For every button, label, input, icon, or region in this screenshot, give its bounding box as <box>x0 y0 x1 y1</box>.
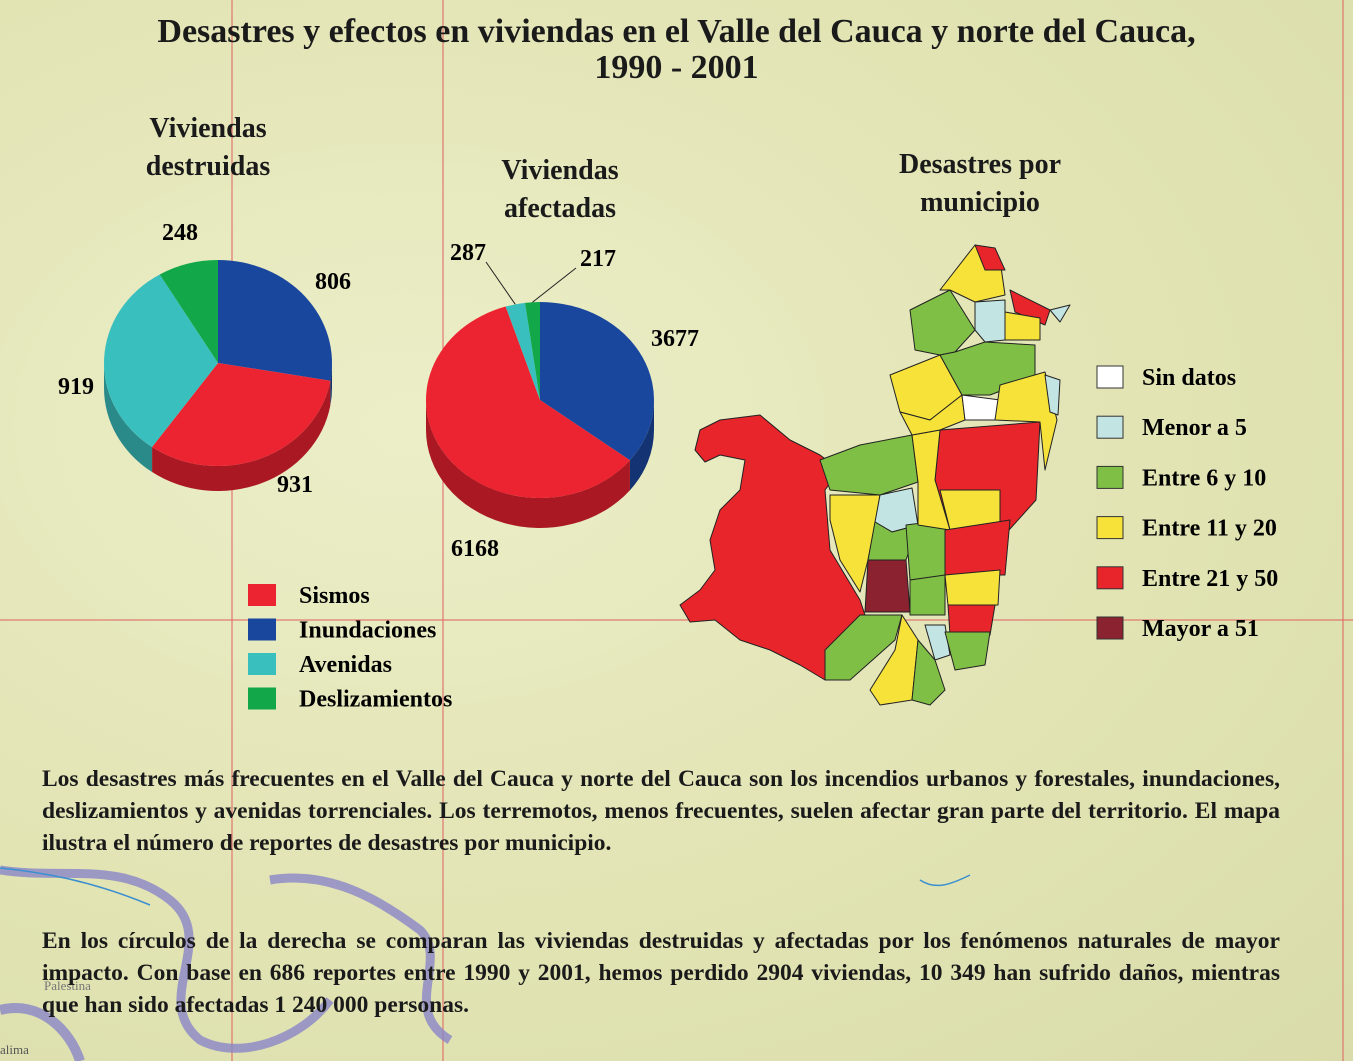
value-label: 3677 <box>651 326 699 352</box>
legend-label: Entre 21 y 50 <box>1142 566 1278 592</box>
legend-swatch <box>1097 567 1123 589</box>
value-label: 806 <box>315 269 351 295</box>
municipality <box>910 290 975 355</box>
legend-swatch <box>1097 517 1123 539</box>
legend-label: Menor a 5 <box>1142 415 1247 441</box>
legend-label: Avenidas <box>299 652 392 678</box>
legend-swatch <box>1097 416 1123 438</box>
municipality <box>945 570 1000 605</box>
paragraph: Los desastres más frecuentes en el Valle… <box>42 763 1280 859</box>
municipality <box>945 632 990 670</box>
legend-label: Mayor a 51 <box>1142 616 1259 642</box>
place-label: alima <box>0 1042 29 1057</box>
municipality <box>975 300 1005 342</box>
legend-swatch <box>1097 466 1123 488</box>
legend-label: Sismos <box>299 583 370 609</box>
value-label: 6168 <box>451 536 499 562</box>
value-label: 217 <box>580 246 616 272</box>
legend-swatch <box>248 619 276 641</box>
municipality <box>820 435 918 495</box>
paragraph: En los círculos de la derecha se compara… <box>42 925 1280 1021</box>
value-label: 919 <box>58 374 94 400</box>
legend-label: Entre 6 y 10 <box>1142 465 1266 491</box>
municipality <box>945 520 1010 575</box>
legend-swatch <box>248 653 276 675</box>
leader-line <box>486 262 515 304</box>
legend-swatch <box>248 584 276 606</box>
page: Palestina alima Desastres y efectos en v… <box>0 0 1353 1061</box>
municipality <box>865 560 910 612</box>
legend-swatch <box>1097 617 1123 639</box>
value-label: 931 <box>277 472 313 498</box>
municipality <box>962 395 1000 420</box>
value-label: 248 <box>162 220 198 246</box>
charts: Sin datos Menor a 5 Entre 6 y 10 Entre 11 y… <box>0 0 1353 760</box>
legend-swatch <box>248 688 276 710</box>
legend-label: Sin datos <box>1142 365 1236 391</box>
legend-swatch <box>1097 366 1123 388</box>
leader-line <box>532 268 576 302</box>
legend-label: Inundaciones <box>299 618 436 644</box>
municipality <box>948 605 995 635</box>
municipality <box>910 575 945 615</box>
municipality <box>1050 305 1070 322</box>
value-label: 287 <box>450 240 486 266</box>
map <box>680 245 1070 705</box>
legend-label: Entre 11 y 20 <box>1142 516 1277 542</box>
legend-label: Deslizamientos <box>299 687 452 713</box>
